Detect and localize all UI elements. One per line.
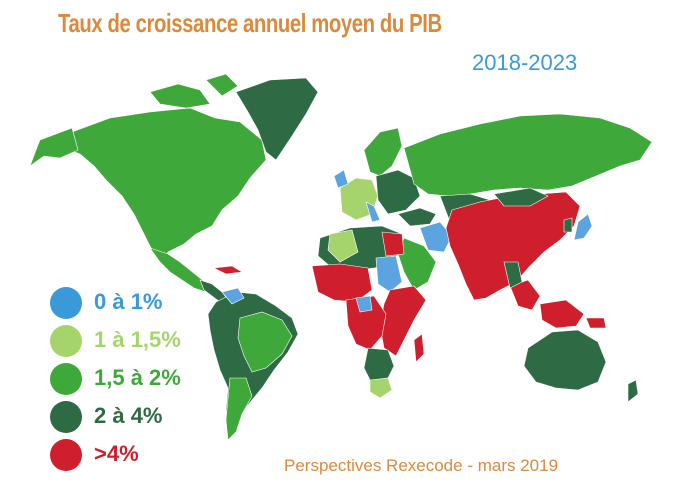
map-title: Taux de croissance annuel moyen du PIB bbox=[58, 8, 442, 38]
region-turkey bbox=[397, 207, 437, 227]
legend-label-1-1-5: 1 à 1,5% bbox=[94, 327, 181, 352]
region-nigeria bbox=[355, 295, 373, 313]
region-alaska bbox=[29, 127, 79, 167]
region-north-america bbox=[51, 107, 267, 263]
region-arabia bbox=[397, 237, 437, 291]
legend-swatch-1-5-2 bbox=[50, 363, 82, 395]
region-egypt bbox=[381, 231, 405, 257]
legend-label-gt-4: >4% bbox=[94, 441, 139, 466]
legend-item-2-4: 2 à 4% bbox=[48, 399, 248, 437]
region-brazil bbox=[237, 311, 293, 373]
region-new-zealand bbox=[627, 379, 639, 403]
region-russia bbox=[403, 113, 653, 197]
legend: 0 à 1% 1 à 1,5% 1,5 à 2% 2 à 4% >4% bbox=[48, 285, 248, 475]
region-argentina bbox=[225, 377, 253, 441]
region-south-africa bbox=[369, 377, 393, 399]
region-caribbean bbox=[212, 265, 243, 275]
legend-label-0-1: 0 à 1% bbox=[94, 289, 163, 314]
legend-item-1-5-2: 1,5 à 2% bbox=[48, 361, 248, 399]
region-thailand bbox=[503, 261, 523, 289]
region-canada-islands bbox=[149, 73, 239, 109]
region-central-africa bbox=[345, 295, 387, 351]
region-southern-africa bbox=[363, 347, 395, 385]
region-papua bbox=[585, 317, 607, 329]
legend-swatch-gt-4 bbox=[50, 439, 82, 471]
legend-swatch-0-1 bbox=[50, 287, 82, 319]
region-sahel-west bbox=[311, 263, 373, 303]
region-madagascar bbox=[413, 333, 425, 363]
region-korea bbox=[563, 217, 573, 233]
legend-swatch-2-4 bbox=[50, 401, 82, 433]
region-australia bbox=[523, 329, 607, 391]
region-algeria bbox=[327, 229, 359, 263]
source-credit: Perspectives Rexecode - mars 2019 bbox=[284, 456, 559, 475]
region-southeast-asia bbox=[509, 279, 585, 329]
legend-swatch-1-1-5 bbox=[50, 325, 82, 357]
legend-label-1-5-2: 1,5 à 2% bbox=[94, 365, 181, 390]
region-sudan bbox=[375, 255, 403, 293]
region-venezuela bbox=[221, 287, 245, 305]
region-uk bbox=[333, 169, 349, 189]
region-scandinavia bbox=[363, 127, 403, 177]
legend-label-2-4: 2 à 4% bbox=[94, 403, 163, 428]
region-japan bbox=[573, 213, 593, 241]
region-greenland bbox=[235, 77, 319, 161]
legend-item-gt-4: >4% bbox=[48, 437, 248, 475]
legend-item-0-1: 0 à 1% bbox=[48, 285, 248, 323]
map-subtitle: 2018-2023 bbox=[472, 50, 578, 75]
region-mongolia bbox=[493, 187, 549, 207]
region-iran bbox=[419, 221, 453, 253]
region-eastern-europe bbox=[375, 169, 421, 215]
legend-item-1-1-5: 1 à 1,5% bbox=[48, 323, 248, 361]
region-italy bbox=[365, 201, 381, 223]
